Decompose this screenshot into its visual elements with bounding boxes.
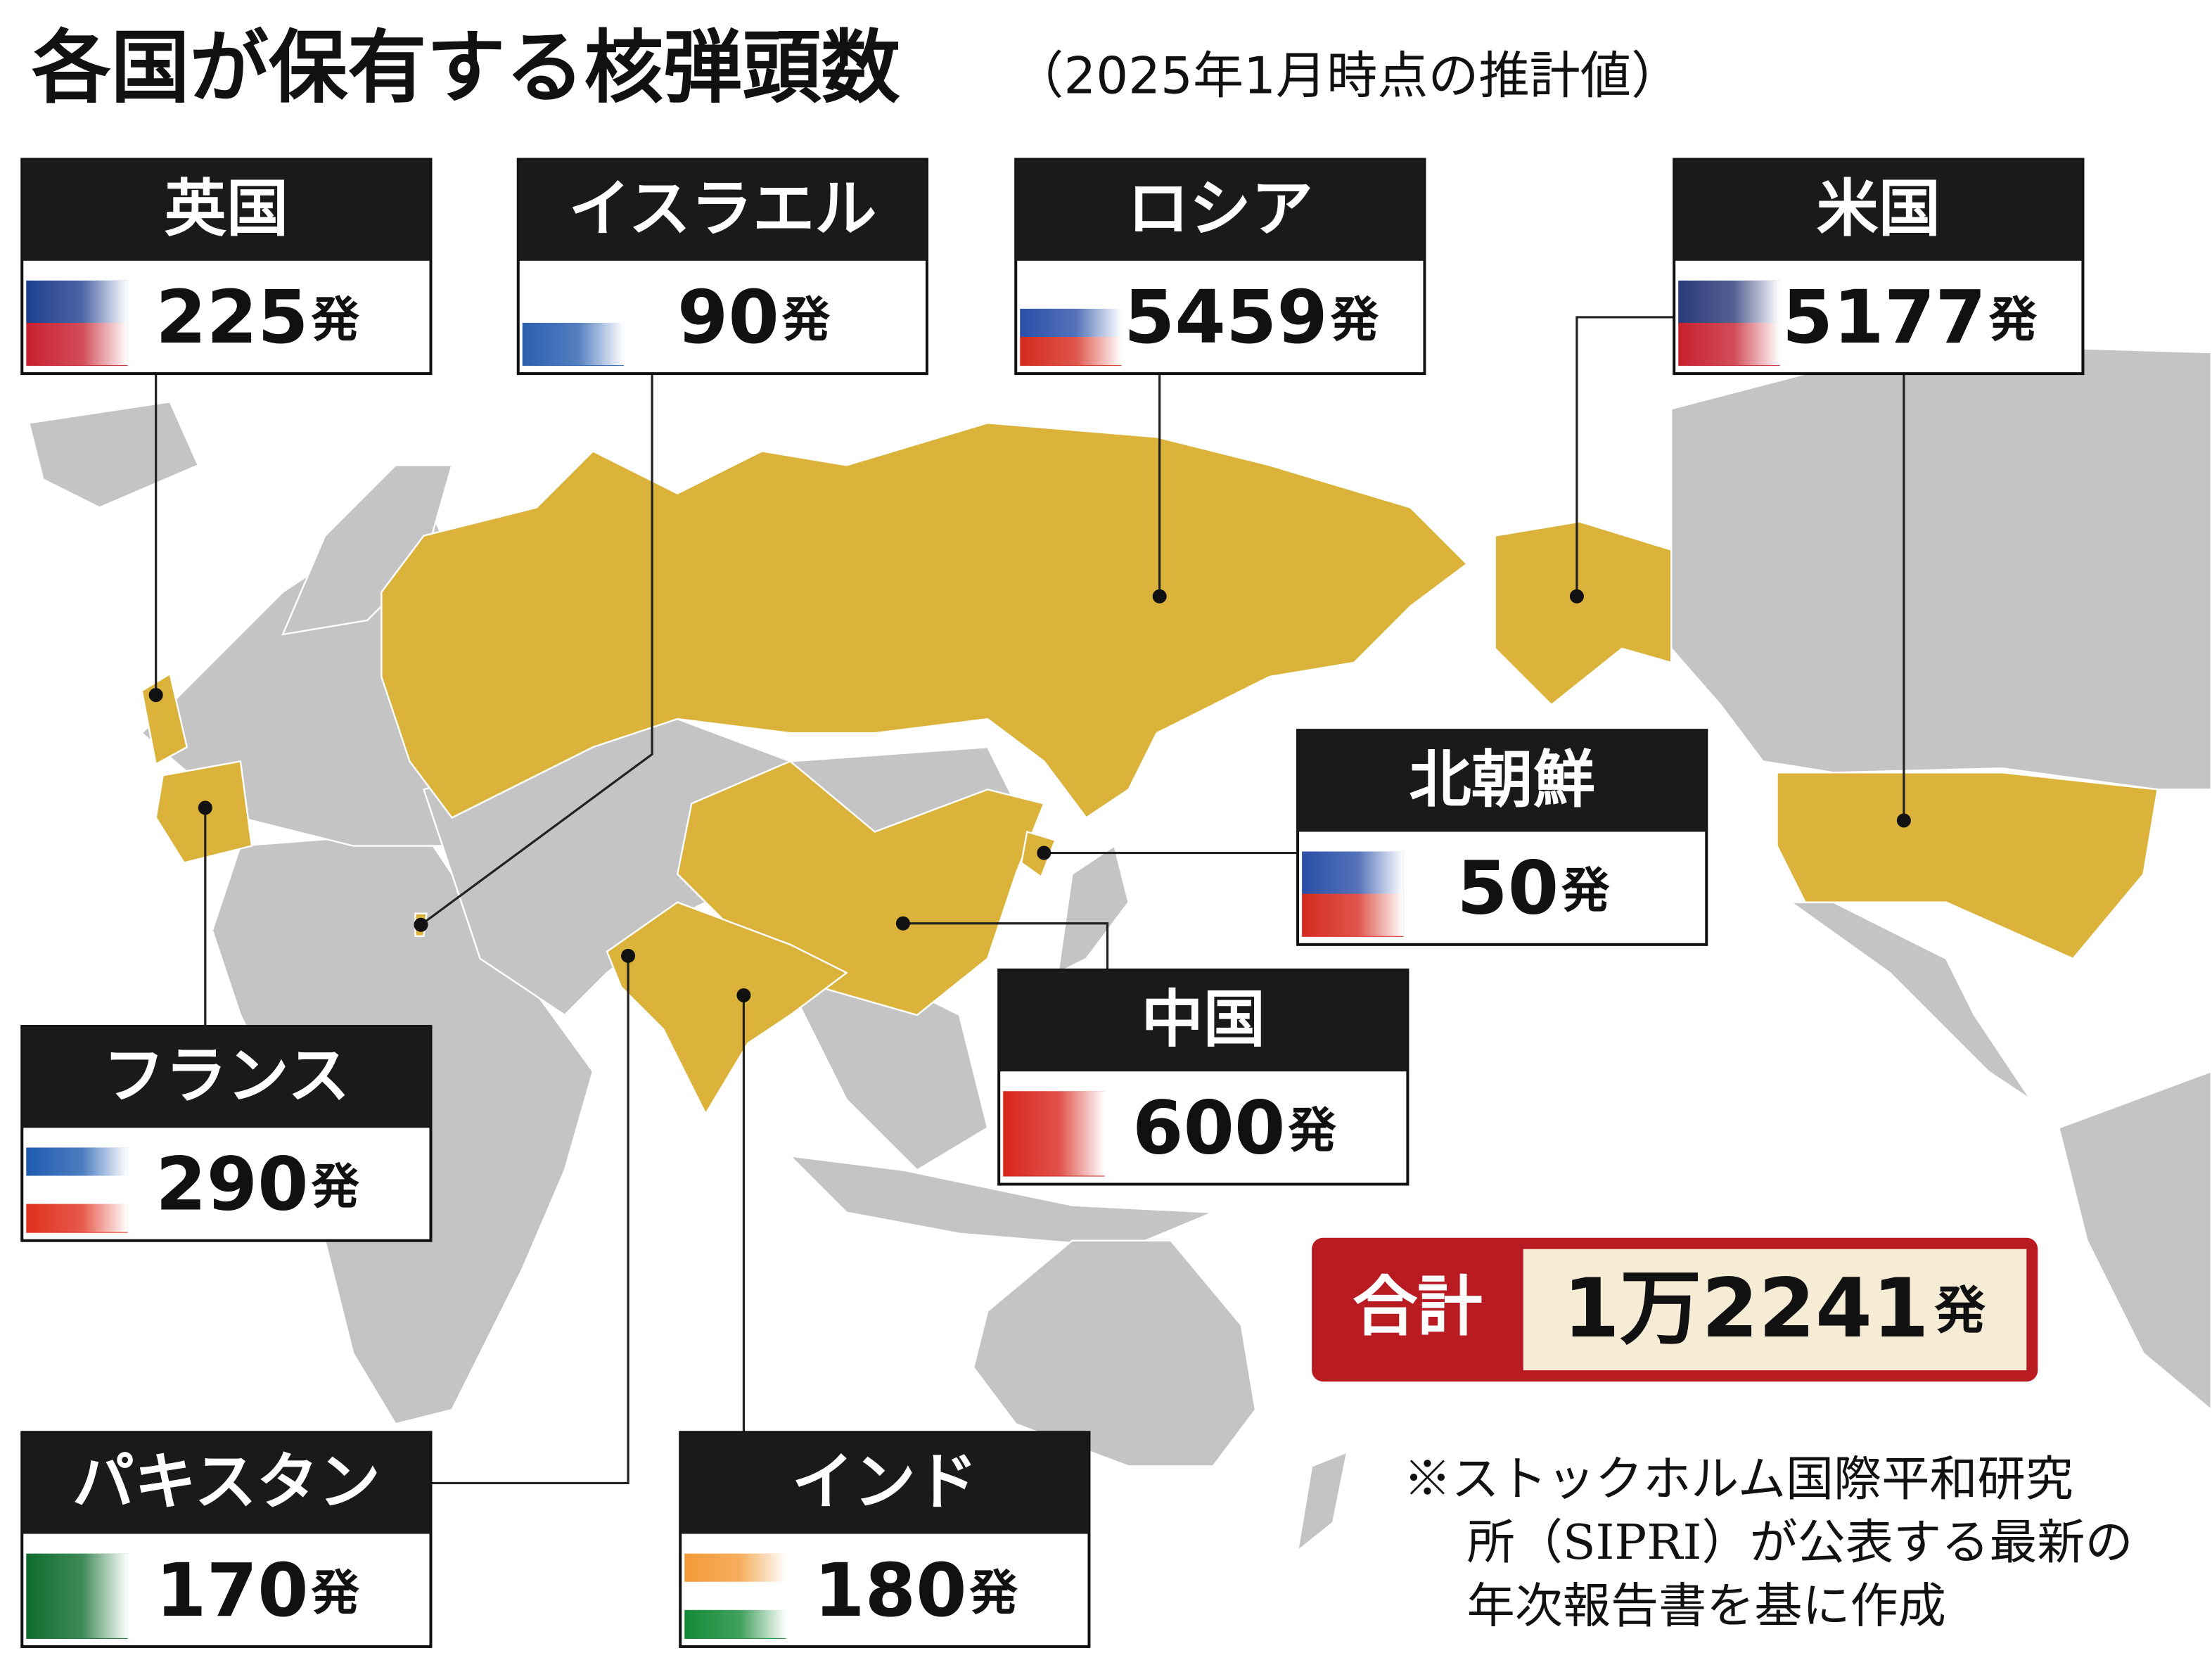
country-name: ロシア xyxy=(1127,172,1314,245)
country-box: 北朝鮮 50 発 xyxy=(1296,729,1708,946)
count-unit: 発 xyxy=(970,1565,1018,1621)
country-name: 北朝鮮 xyxy=(1409,744,1595,816)
count-number: 600 xyxy=(1132,1085,1286,1171)
flag-fade xyxy=(26,1553,128,1638)
total-box: 合計 1万2241 発 xyxy=(1312,1237,2038,1382)
country-box: ロシア 5459 発 xyxy=(1014,158,1426,376)
country-name: 英国 xyxy=(165,172,288,245)
count: 5177 発 xyxy=(1782,274,2038,360)
count-number: 5177 xyxy=(1782,274,1986,360)
count: 50 発 xyxy=(1457,845,1610,931)
note-line: 年次報告書を基に作成 xyxy=(1467,1578,1946,1634)
count-number: 5459 xyxy=(1124,274,1328,360)
total-count: 1万2241 xyxy=(1563,1261,1929,1356)
total-value: 1万2241 発 xyxy=(1563,1261,1986,1356)
country-name: イスラエル xyxy=(568,172,876,245)
count-number: 50 xyxy=(1457,845,1559,931)
note-line: 所（SIPRI）が公表する最新の xyxy=(1467,1515,2133,1571)
box-header xyxy=(1674,159,2083,261)
count-number: 90 xyxy=(677,274,779,360)
count: 225 発 xyxy=(155,274,360,360)
flag-fade xyxy=(522,280,625,366)
country-name: インド xyxy=(792,1446,978,1518)
count: 600 発 xyxy=(1132,1085,1337,1171)
note: ※ストックホルム国際平和研究 所（SIPRI）が公表する最新の 年次報告書を基に… xyxy=(1403,1452,2133,1634)
title: 各国が保有する核弾頭数 xyxy=(32,23,900,114)
country-box: フランス 290 発 xyxy=(20,1025,433,1242)
count: 290 発 xyxy=(155,1142,360,1227)
flag-fade xyxy=(1302,851,1404,936)
country-box: 英国 225 発 xyxy=(20,158,433,376)
flag-fade xyxy=(26,1147,128,1232)
flag-fade xyxy=(26,280,128,366)
count: 170 発 xyxy=(155,1547,360,1633)
count-unit: 発 xyxy=(1989,293,2038,348)
count-unit: 発 xyxy=(1561,863,1610,919)
count-number: 225 xyxy=(155,274,309,360)
count-unit: 発 xyxy=(312,1159,360,1215)
country-name: 中国 xyxy=(1142,983,1265,1055)
box-header xyxy=(518,159,927,261)
flag-fade xyxy=(684,1553,786,1638)
country-box: パキスタン 170 発 xyxy=(20,1431,433,1648)
count: 90 発 xyxy=(677,274,831,360)
count-unit: 発 xyxy=(312,1565,360,1621)
count-number: 180 xyxy=(814,1547,967,1633)
box-header xyxy=(999,969,1408,1072)
count-unit: 発 xyxy=(1289,1103,1337,1159)
total-label: 合計 xyxy=(1353,1268,1482,1344)
box-header xyxy=(22,1026,431,1128)
country-box: イスラエル 90 発 xyxy=(516,158,928,376)
total-unit: 発 xyxy=(1935,1282,1986,1341)
count: 5459 発 xyxy=(1124,274,1379,360)
count-unit: 発 xyxy=(312,293,360,348)
count-number: 290 xyxy=(155,1142,309,1227)
subtitle: （2025年1月時点の推計値） xyxy=(1013,46,1682,106)
box-header xyxy=(680,1432,1089,1534)
box-header xyxy=(1016,159,1425,261)
count-number: 170 xyxy=(155,1547,309,1633)
flag-fade xyxy=(1678,280,1780,366)
flag-fade xyxy=(1020,280,1122,366)
country-box: インド 180 発 xyxy=(679,1431,1091,1648)
count: 180 発 xyxy=(814,1547,1018,1633)
count-unit: 発 xyxy=(1331,293,1379,348)
country-box: 中国 600 発 xyxy=(997,968,1409,1186)
box-header xyxy=(22,1432,431,1534)
box-header xyxy=(22,159,431,261)
note-line: ※ストックホルム国際平和研究 xyxy=(1403,1452,2073,1507)
country-name: パキスタン xyxy=(72,1446,381,1518)
count-unit: 発 xyxy=(782,293,831,348)
country-box: 米国 5177 発 xyxy=(1673,158,2085,376)
country-name: フランス xyxy=(103,1040,350,1112)
leader-lines xyxy=(148,316,1911,1485)
flag-fade xyxy=(1003,1091,1105,1176)
country-name: 米国 xyxy=(1817,172,1941,245)
box-header xyxy=(1298,730,1707,832)
